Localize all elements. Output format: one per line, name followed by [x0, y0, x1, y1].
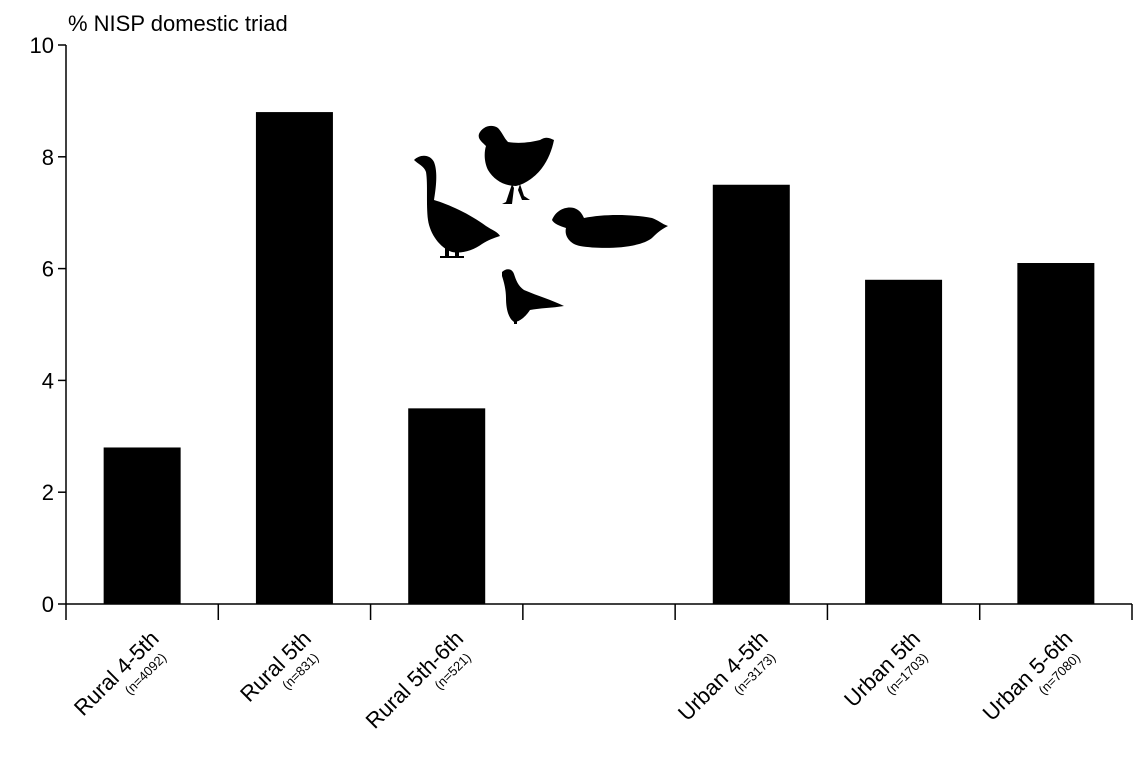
y-tick-label: 8 — [42, 145, 54, 170]
x-category-label: Rural 5th(n=831) — [235, 626, 321, 707]
y-tick-label: 6 — [42, 257, 54, 282]
x-tick-group — [65, 604, 1133, 620]
bar — [103, 447, 181, 604]
bar — [1017, 263, 1095, 604]
bar — [255, 112, 333, 604]
x-label-group: Rural 4-5th(n=4092) Rural 5th(n=831) Rural… — [69, 626, 1083, 734]
y-axis-label: % NISP domestic triad — [68, 11, 288, 36]
pigeon-icon — [502, 269, 564, 324]
y-tick-label: 10 — [30, 33, 54, 58]
x-category-label: Urban 5-6th(n=7080) — [978, 626, 1083, 726]
x-category-label: Rural 4-5th(n=4092) — [69, 626, 169, 721]
duck-icon — [552, 207, 668, 248]
x-category-label: Urban 5th(n=1703) — [839, 626, 931, 712]
y-tick-label: 2 — [42, 480, 54, 505]
goose-icon — [414, 155, 500, 258]
y-tick-label: 4 — [42, 368, 54, 393]
chicken-icon — [478, 125, 554, 204]
bar-group — [103, 112, 1095, 604]
bar — [865, 279, 943, 604]
bar — [408, 408, 486, 604]
y-tick-label: 0 — [42, 592, 54, 617]
y-tick-group: 0 2 4 6 8 10 — [30, 33, 66, 617]
x-category-label: Rural 5th-6th(n=521) — [361, 626, 474, 734]
bar — [712, 184, 790, 604]
x-category-label: Urban 4-5th(n=3173) — [673, 626, 778, 726]
